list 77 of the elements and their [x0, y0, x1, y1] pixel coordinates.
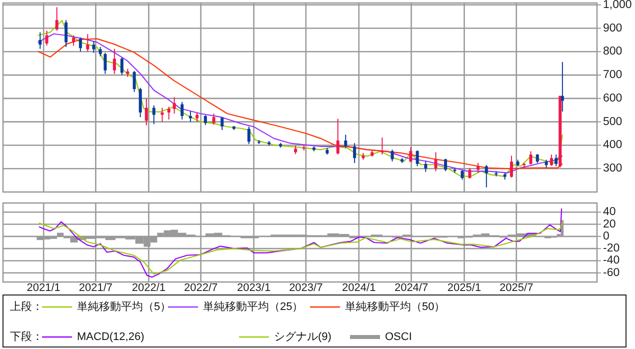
y-tick-label: 800	[603, 46, 622, 58]
x-tick-label: 2021/1	[26, 282, 60, 294]
candlestick	[132, 70, 136, 92]
legend-label: シグナル(9)	[274, 331, 332, 343]
candlestick	[460, 170, 464, 180]
candlestick	[434, 152, 438, 172]
candlestick	[72, 34, 76, 46]
legend-title: 下段：	[10, 331, 43, 343]
x-tick-label: 2025/7	[500, 282, 534, 294]
legend-label: MACD(12,26)	[77, 331, 144, 343]
candlestick	[529, 150, 532, 165]
candlestick	[98, 46, 102, 57]
candlestick	[424, 160, 428, 172]
candlestick	[172, 96, 176, 114]
candlestick	[38, 32, 42, 50]
x-tick-label: 2021/7	[78, 282, 113, 294]
candlestick	[560, 61, 564, 112]
candlestick	[409, 146, 412, 163]
candlestick	[167, 106, 170, 120]
y-tick-label: 600	[603, 92, 622, 104]
legend-label: OSCI	[385, 331, 412, 343]
x-tick-label: 2024/1	[342, 282, 376, 294]
candlestick	[336, 118, 340, 156]
x-tick-label: 2022/7	[184, 282, 218, 294]
candlestick	[353, 142, 356, 164]
candlestick	[247, 126, 250, 145]
y-tick-label: 40	[603, 206, 616, 218]
candlestick	[55, 6, 58, 32]
candlestick	[390, 149, 394, 162]
candlestick	[204, 114, 207, 126]
candlestick	[120, 57, 124, 76]
candlestick	[152, 104, 156, 125]
y-tick-label: 20	[603, 218, 616, 230]
candlestick	[64, 20, 68, 48]
candlestick	[86, 34, 90, 52]
x-tick-label: 2022/1	[132, 282, 166, 294]
candlestick	[484, 164, 488, 188]
candlestick	[112, 48, 116, 74]
candlestick	[212, 113, 216, 126]
x-tick-label: 2023/7	[289, 282, 323, 294]
candlestick	[554, 154, 558, 167]
candlestick	[45, 30, 48, 46]
y-tick-label: 300	[603, 162, 622, 175]
candlestick	[476, 162, 480, 174]
y-tick-label: 500	[603, 116, 622, 128]
y-tick-label: -20	[603, 242, 620, 255]
candlestick	[92, 40, 96, 54]
candlestick	[416, 150, 419, 167]
x-tick-label: 2023/1	[236, 282, 271, 294]
candlestick	[104, 52, 107, 74]
y-tick-label: 400	[603, 139, 622, 152]
legend-label: 単純移動平均（25）	[203, 301, 304, 313]
candlestick	[344, 134, 348, 149]
x-tick-label: 2024/7	[394, 282, 428, 294]
y-tick-label: -40	[603, 254, 620, 267]
candlestick	[220, 116, 224, 131]
candlestick	[188, 110, 192, 122]
candlestick	[550, 154, 554, 166]
y-tick-label: -60	[603, 266, 620, 279]
candlestick	[180, 101, 184, 120]
bar	[56, 232, 64, 236]
legend-title: 上段：	[10, 300, 43, 313]
candlestick	[510, 155, 513, 178]
legend-label: 単純移動平均（50）	[345, 301, 446, 313]
y-tick-label: 700	[603, 69, 622, 82]
candlestick	[78, 37, 82, 52]
x-tick-label: 2025/1	[447, 282, 482, 294]
candlestick	[468, 167, 472, 179]
candlestick	[138, 87, 142, 118]
legend-label: 単純移動平均（5）	[77, 301, 172, 313]
candlestick	[444, 158, 448, 172]
candlestick	[196, 112, 199, 122]
candlestick	[160, 107, 164, 122]
y-tick-label: 900	[603, 22, 622, 34]
y-tick-label: 1,000	[603, 0, 632, 11]
y-tick-label: 0	[603, 230, 610, 242]
candlestick	[144, 98, 148, 126]
